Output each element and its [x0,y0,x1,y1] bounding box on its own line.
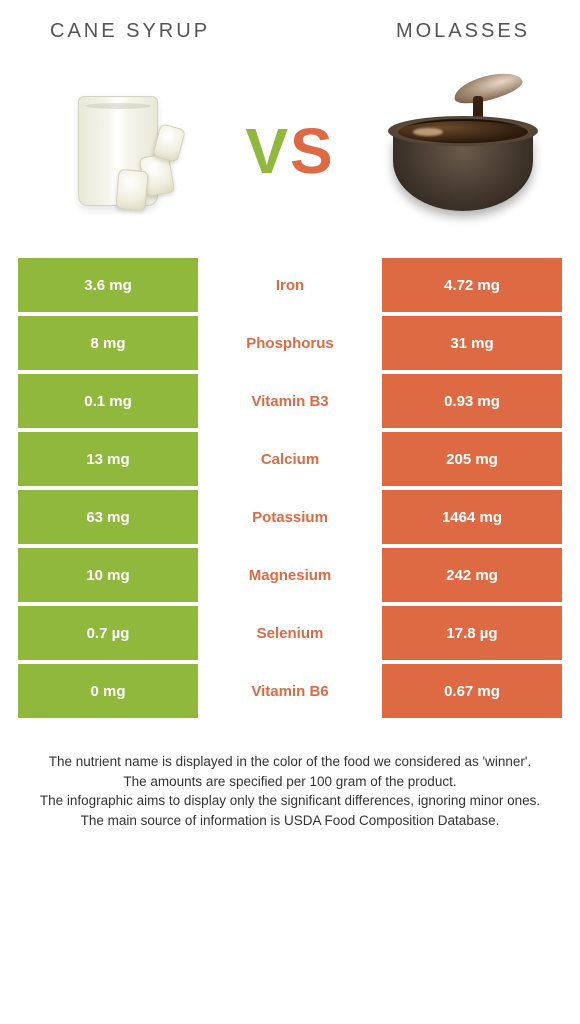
table-row: 3.6 mgIron4.72 mg [18,258,562,312]
footer-line: The amounts are specified per 100 gram o… [30,772,550,792]
vs-s: S [290,115,335,187]
left-value: 63 mg [18,490,198,544]
cane-syrup-image [30,63,205,238]
nutrient-name: Iron [198,258,382,312]
vs-v: V [245,115,290,187]
comparison-table: 3.6 mgIron4.72 mg8 mgPhosphorus31 mg0.1 … [0,258,580,718]
right-food-title: molasses [396,20,530,43]
right-value: 242 mg [382,548,562,602]
nutrient-name: Vitamin B6 [198,664,382,718]
molasses-image [375,63,550,238]
left-value: 8 mg [18,316,198,370]
nutrient-name: Calcium [198,432,382,486]
footer-line: The main source of information is USDA F… [30,811,550,831]
nutrient-name: Potassium [198,490,382,544]
right-value: 31 mg [382,316,562,370]
table-row: 0 mgVitamin B60.67 mg [18,664,562,718]
hero-section: VS [0,53,580,258]
nutrient-name: Magnesium [198,548,382,602]
right-value: 0.67 mg [382,664,562,718]
table-row: 13 mgCalcium205 mg [18,432,562,486]
table-row: 63 mgPotassium1464 mg [18,490,562,544]
nutrient-name: Phosphorus [198,316,382,370]
left-value: 3.6 mg [18,258,198,312]
table-row: 0.7 µgSelenium17.8 µg [18,606,562,660]
footer-line: The nutrient name is displayed in the co… [30,752,550,772]
right-value: 1464 mg [382,490,562,544]
left-value: 0.7 µg [18,606,198,660]
right-value: 0.93 mg [382,374,562,428]
left-value: 13 mg [18,432,198,486]
vs-label: VS [245,114,334,188]
header: cane syrup molasses [0,0,580,53]
table-row: 0.1 mgVitamin B30.93 mg [18,374,562,428]
footer-notes: The nutrient name is displayed in the co… [0,722,580,830]
left-value: 0 mg [18,664,198,718]
table-row: 10 mgMagnesium242 mg [18,548,562,602]
left-food-title: cane syrup [50,20,210,43]
footer-line: The infographic aims to display only the… [30,791,550,811]
left-value: 0.1 mg [18,374,198,428]
right-value: 205 mg [382,432,562,486]
table-row: 8 mgPhosphorus31 mg [18,316,562,370]
right-value: 4.72 mg [382,258,562,312]
nutrient-name: Vitamin B3 [198,374,382,428]
right-value: 17.8 µg [382,606,562,660]
nutrient-name: Selenium [198,606,382,660]
left-value: 10 mg [18,548,198,602]
